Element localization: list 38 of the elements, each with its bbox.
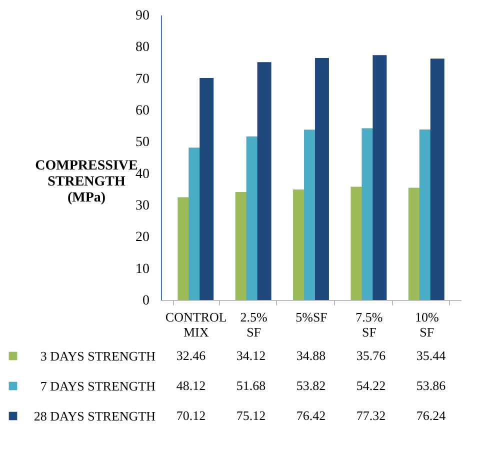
legend-label: 28 DAYS STRENGTH xyxy=(34,408,156,424)
y-tick-label: 90 xyxy=(136,8,150,24)
y-tick-label: 20 xyxy=(136,230,150,246)
data-label: 35.76 xyxy=(356,348,386,363)
x-tick-label: 2.5% SF xyxy=(240,310,268,340)
data-label: 75.12 xyxy=(236,408,266,423)
y-tick-label: 50 xyxy=(136,135,150,150)
data-label: 70.12 xyxy=(176,408,206,423)
x-tick-label: CONTROL MIX xyxy=(165,310,227,340)
y-tick-label: 10 xyxy=(136,262,150,277)
data-label: 32.46 xyxy=(176,348,206,363)
data-label: 34.12 xyxy=(236,348,266,363)
x-tick-label: 5%SF xyxy=(296,310,328,324)
bar xyxy=(314,58,329,300)
bar xyxy=(257,62,272,300)
y-tick-label: 40 xyxy=(136,166,150,182)
bar xyxy=(372,55,387,300)
y-tick-label: 80 xyxy=(136,40,150,56)
bar xyxy=(430,58,444,300)
data-label: 77.32 xyxy=(356,408,386,423)
bar xyxy=(200,78,214,300)
x-tick-label: 7.5% SF xyxy=(356,310,383,340)
data-label: 53.86 xyxy=(416,378,446,393)
y-tick-label: 0 xyxy=(142,294,150,308)
data-label: 35.44 xyxy=(416,348,446,363)
data-label: 76.24 xyxy=(416,408,446,423)
y-tick-label: 30 xyxy=(136,198,150,214)
data-label: 53.82 xyxy=(296,378,326,393)
data-label: 76.42 xyxy=(296,408,326,423)
data-label: 54.22 xyxy=(356,378,386,393)
x-tick-label: 10% SF xyxy=(414,310,439,340)
data-label: 48.12 xyxy=(176,378,206,393)
legend-label: 7 DAYS STRENGTH xyxy=(40,378,156,394)
y-tick-label: 70 xyxy=(136,72,150,87)
legend-label: 3 DAYS STRENGTH xyxy=(40,348,156,364)
y-tick-label: 60 xyxy=(136,104,150,118)
data-label: 34.88 xyxy=(296,348,326,363)
data-label: 51.68 xyxy=(236,378,266,393)
